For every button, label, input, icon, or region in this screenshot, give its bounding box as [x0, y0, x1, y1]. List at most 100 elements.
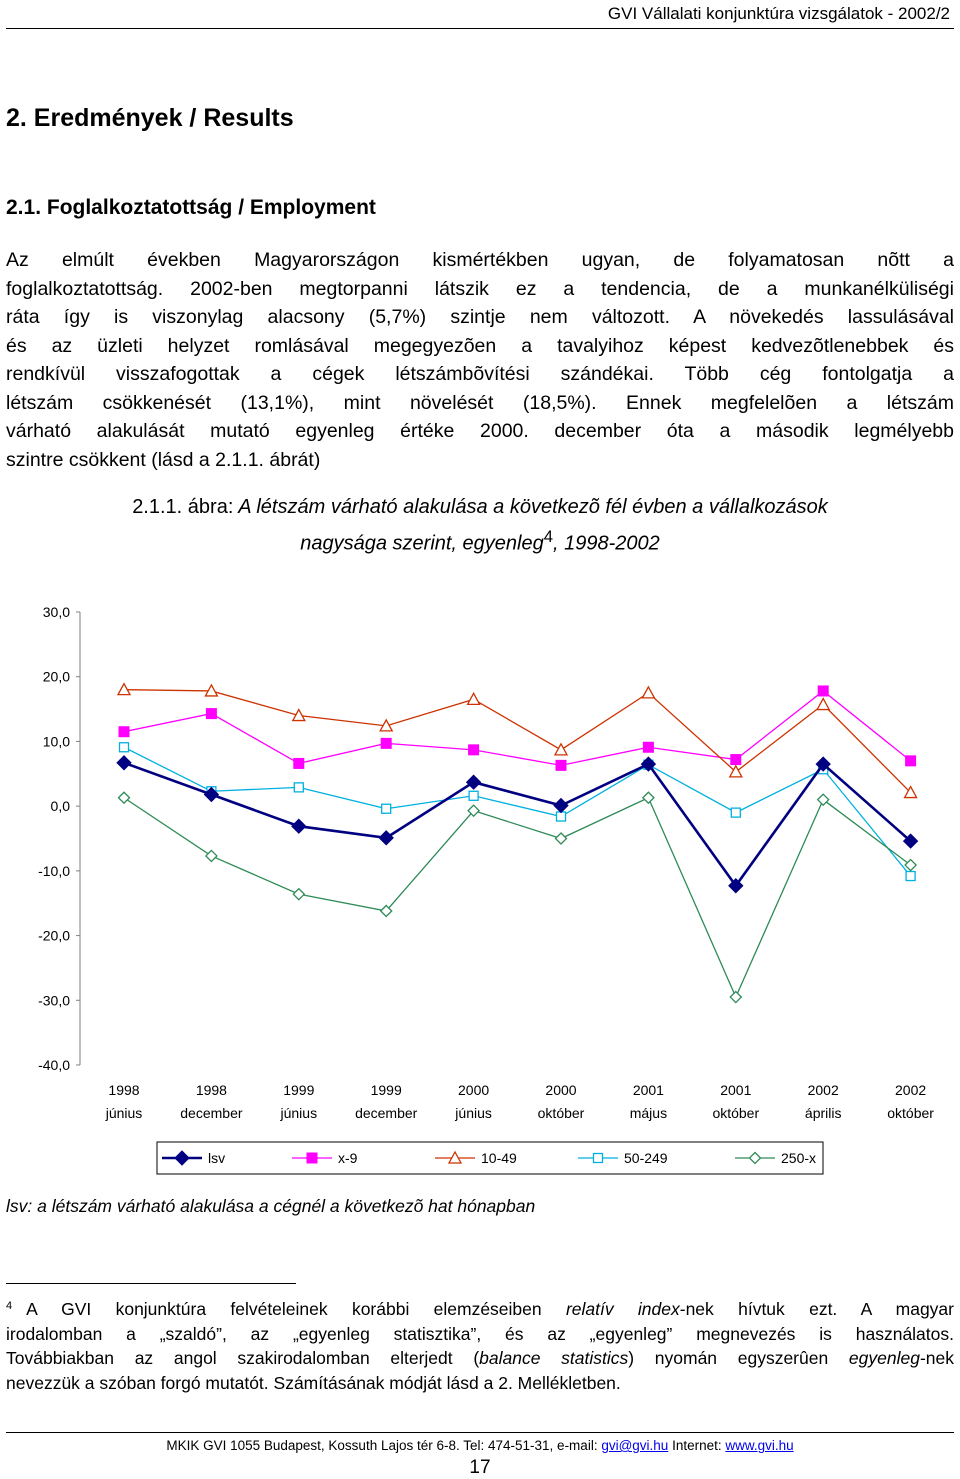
footnote-italic: egyenleg: [848, 1348, 920, 1368]
series-line-250-x: [123, 796, 911, 999]
subsection-title: 2.1. Foglalkoztatottság / Employment: [6, 196, 376, 219]
email-link[interactable]: gvi@gvi.hu: [601, 1438, 669, 1453]
legend-label: 50-249: [624, 1150, 668, 1166]
series-line-10-49: [123, 689, 912, 794]
x-tick-label-month: december: [180, 1105, 243, 1121]
data-point-marker: [816, 793, 830, 807]
x-tick-label-year: 2000: [545, 1082, 576, 1098]
data-point-marker: [553, 797, 569, 814]
figure-caption: 2.1.1. ábra: A létszám várható alakulása…: [0, 492, 960, 559]
data-point-marker: [379, 718, 394, 732]
section-title: 2. Eredmények / Results: [6, 104, 294, 132]
footnote-space: [614, 1299, 638, 1319]
caption-line-1: A létszám várható alakulása a következõ …: [238, 496, 828, 518]
data-point-marker: [116, 755, 132, 771]
data-point-marker: [554, 832, 568, 845]
data-point-marker: [117, 791, 131, 805]
x-tick-label-month: október: [712, 1105, 759, 1121]
paragraph-line: várható alakulását mutató egyenleg érték…: [6, 420, 954, 442]
data-point-marker: [204, 849, 218, 863]
y-tick-label: -40,0: [38, 1057, 70, 1073]
footnote-italic: index: [637, 1299, 680, 1319]
x-tick-label-month: június: [280, 1105, 318, 1121]
data-point-marker: [204, 683, 219, 697]
data-point-marker: [468, 790, 479, 801]
footer-rule: [6, 1432, 954, 1433]
x-tick-label-year: 2001: [720, 1082, 751, 1098]
legend-label: lsv: [208, 1150, 225, 1166]
data-point-marker: [306, 1152, 318, 1164]
y-tick-label: 20,0: [43, 669, 70, 685]
data-point-marker: [378, 830, 394, 846]
data-point-marker: [293, 782, 304, 793]
data-point-marker: [291, 708, 306, 722]
data-point-marker: [641, 685, 656, 699]
x-tick-label-year: 2002: [895, 1082, 926, 1098]
data-point-marker: [292, 887, 306, 901]
data-point-marker: [815, 756, 831, 772]
footer: MKIK GVI 1055 Budapest, Kossuth Lajos té…: [0, 1438, 960, 1453]
x-tick-label-month: október: [887, 1105, 934, 1121]
paragraph-line: rendkívül visszafogottak a cégek létszám…: [6, 363, 954, 385]
data-point-marker: [729, 990, 743, 1004]
header-rule: [6, 28, 954, 29]
figure-number: 2.1.1. ábra:: [132, 496, 234, 518]
data-point-marker: [203, 786, 220, 803]
data-point-marker: [447, 1150, 463, 1164]
x-tick-label-month: május: [630, 1105, 667, 1121]
x-tick-label-month: december: [355, 1105, 418, 1121]
body-paragraph: Az elmúlt években Magyarországon kismért…: [6, 246, 954, 474]
data-point-marker: [748, 1151, 762, 1165]
data-point-marker: [904, 858, 918, 872]
data-point-marker: [116, 682, 132, 696]
y-tick-label: -20,0: [38, 928, 70, 944]
footnote-text: nevezzük a szóban forgó mutatót. Számítá…: [6, 1372, 621, 1393]
y-tick-label: 0,0: [51, 798, 71, 814]
legend-label: 10-49: [481, 1150, 517, 1166]
data-point-marker: [555, 811, 567, 822]
data-point-marker: [641, 791, 655, 805]
paragraph-line: Az elmúlt években Magyarországon kismért…: [6, 249, 954, 271]
footer-text: Internet:: [668, 1438, 726, 1453]
footnote-rule: [6, 1283, 296, 1284]
x-tick-label-month: október: [538, 1105, 585, 1121]
data-point-marker: [467, 804, 481, 818]
series-line-50-249: [123, 746, 912, 877]
data-point-marker: [118, 726, 130, 738]
data-point-marker: [205, 708, 217, 720]
data-point-marker: [905, 755, 917, 767]
paragraph-line: létszám csökkenését (13,1%), mint növelé…: [6, 391, 954, 414]
y-tick-label: -30,0: [38, 992, 70, 1008]
footnote-text: ) nyomán egyszerûen: [628, 1348, 849, 1368]
data-point-marker: [902, 833, 919, 849]
data-point-marker: [903, 785, 918, 799]
y-tick-label: 30,0: [43, 604, 70, 620]
data-point-marker: [728, 764, 743, 778]
footnote-text: Továbbiakban az angol szakirodalomban el…: [6, 1348, 480, 1368]
data-point-marker: [466, 692, 481, 706]
series-line-lsv: [123, 761, 912, 888]
footnote-marker: 4: [6, 1300, 13, 1312]
data-point-marker: [642, 741, 654, 753]
x-tick-label-year: 2002: [808, 1082, 839, 1098]
footnote-text: irodalomban a „szaldó”, az „egyenleg sta…: [6, 1323, 954, 1344]
data-point-marker: [730, 754, 742, 766]
data-point-marker: [728, 878, 744, 894]
page-number: 17: [469, 1457, 491, 1478]
data-point-marker: [293, 757, 305, 769]
y-tick-label: 10,0: [43, 733, 70, 749]
x-tick-label-year: 1999: [371, 1082, 402, 1098]
paragraph-line: és az üzleti helyzet romlásával megegyez…: [6, 334, 954, 357]
x-tick-label-month: április: [805, 1105, 842, 1121]
data-point-marker: [291, 818, 307, 834]
website-link[interactable]: www.gvi.hu: [725, 1438, 794, 1453]
footnote-ref: 4: [543, 527, 553, 546]
paragraph-line: ráta így is viszonylag alacsony (5,7%) s…: [6, 306, 954, 328]
paragraph-line: szintre csökkent (lásd a 2.1.1. ábrát): [6, 448, 321, 471]
data-point-marker: [817, 685, 829, 697]
footnote-text: A GVI konjunktúra felvételeinek korábbi …: [26, 1299, 566, 1319]
legend-label: x-9: [338, 1150, 358, 1166]
data-point-marker: [640, 756, 657, 772]
footnote-text: -nek hívtuk ezt. A magyar: [679, 1299, 954, 1319]
data-point-marker: [380, 737, 392, 749]
